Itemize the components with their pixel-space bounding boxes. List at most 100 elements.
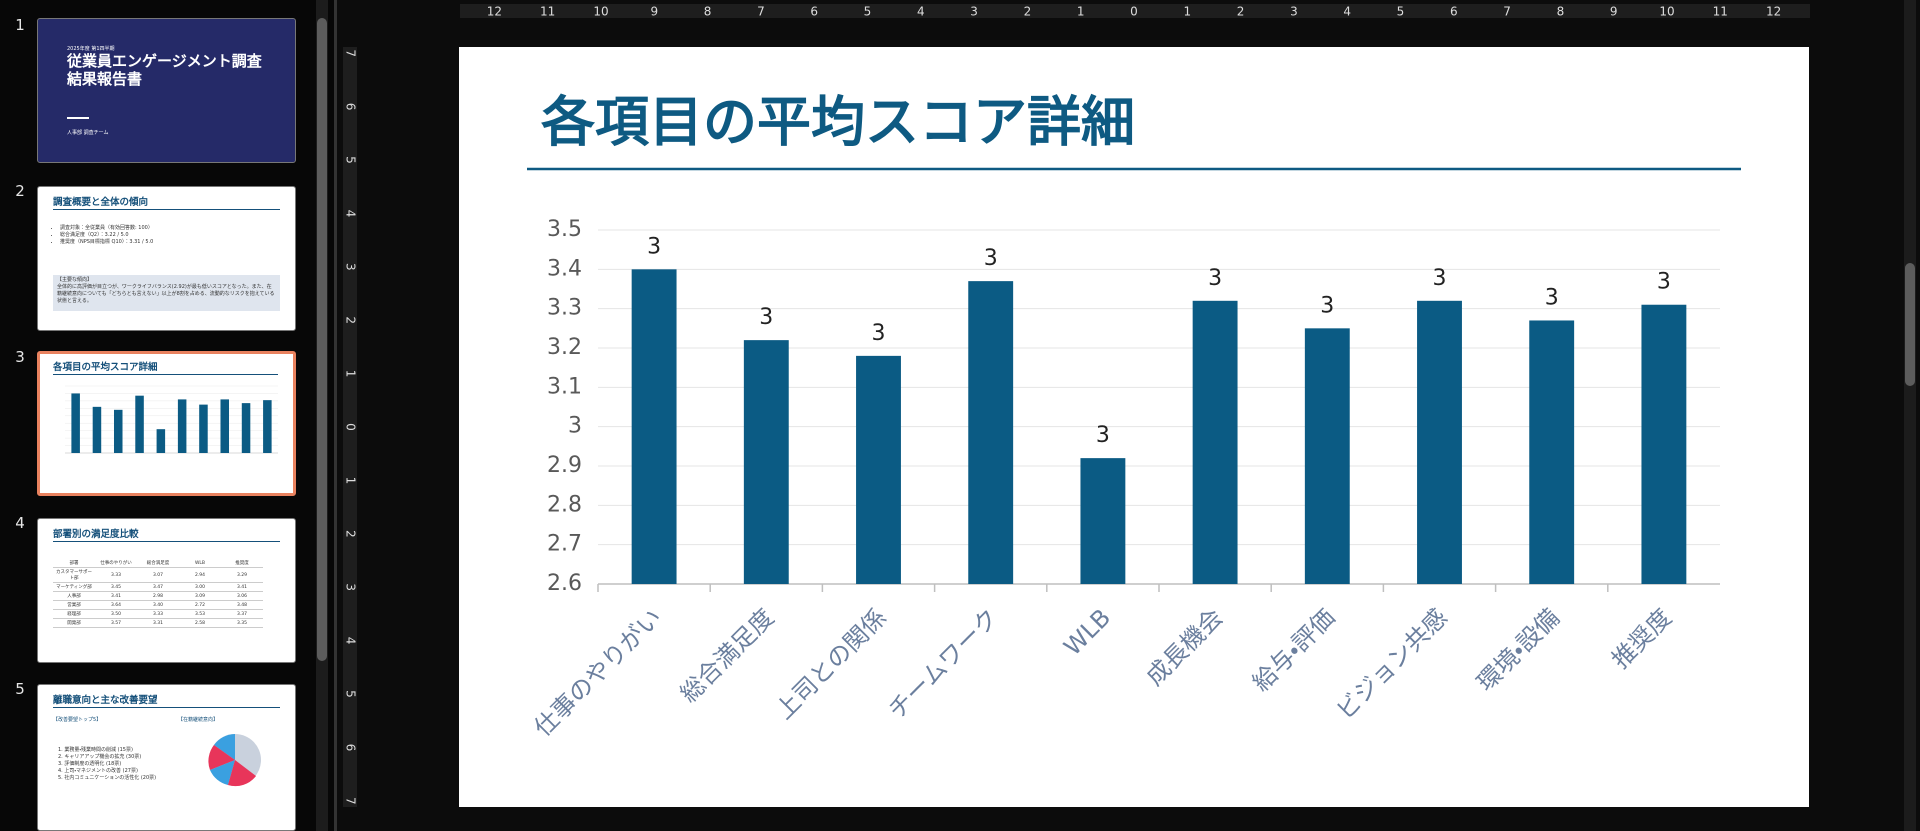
ruler-label: 1 — [344, 370, 358, 378]
ruler-label: 11 — [540, 5, 555, 19]
ruler-label: 4 — [344, 637, 358, 645]
table-cell: 2.58 — [179, 618, 221, 628]
ruler-label: 7 — [1503, 5, 1511, 19]
bar — [241, 403, 251, 453]
bullet: 推奨度（NPS目標指標 Q10）：3.31 / 5.0 — [60, 239, 153, 246]
table-cell: 3.35 — [221, 618, 263, 628]
slide-thumbnail[interactable]: 調査概要と全体の傾向 調査対象：全従業員（有効回答数: 100） 総合満足度（Q… — [37, 186, 296, 331]
ruler-label: 3 — [1290, 5, 1298, 19]
table-cell: 3.40 — [137, 600, 179, 610]
slide-number: 1 — [15, 16, 25, 34]
author: 人事部 調査チーム — [67, 130, 109, 136]
table-cell: 仕事のやりがい — [95, 559, 137, 568]
table-cell: 3.47 — [137, 582, 179, 592]
ruler-label: 5 — [864, 5, 872, 19]
slide-thumbnail[interactable]: 各項目の平均スコア詳細 — [37, 351, 296, 496]
panel-scroll-thumb[interactable] — [317, 18, 327, 661]
ruler-label: 3 — [344, 263, 358, 271]
panel-divider — [334, 0, 337, 831]
ruler-label: 7 — [344, 797, 358, 805]
title: 各項目の平均スコア詳細 — [53, 362, 158, 373]
y-tick-label: 3.2 — [547, 335, 582, 360]
table-row: 部署 仕事のやりがい 総合満足度 WLB 推奨度 — [53, 559, 263, 568]
bar — [156, 429, 166, 453]
table-cell: 3.31 — [137, 618, 179, 628]
heading: 【改善要望トップ5】 — [53, 717, 102, 723]
table-cell: 3.00 — [179, 582, 221, 592]
ruler-label: 4 — [1343, 5, 1351, 19]
bar — [220, 399, 230, 453]
ruler-label: 2 — [344, 316, 358, 324]
main-scroll-thumb[interactable] — [1905, 263, 1915, 386]
slide-number: 2 — [15, 182, 25, 200]
y-tick-label: 3.4 — [547, 256, 582, 281]
table-row: カスタマーサポート部 3.33 3.07 2.94 3.29 — [53, 567, 263, 583]
bar — [1641, 304, 1687, 584]
ruler-label: 2 — [1024, 5, 1032, 19]
table-cell: 3.33 — [95, 567, 137, 583]
table-row: 開発部 3.57 3.31 2.58 3.35 — [53, 618, 263, 628]
table-cell: WLB — [179, 559, 221, 568]
ruler-label: 3 — [344, 583, 358, 591]
heading: 【在籍継続意向】 — [178, 717, 219, 723]
table-cell: 開発部 — [53, 618, 95, 628]
bar — [71, 393, 80, 453]
bar — [135, 395, 144, 453]
table-cell: 3.45 — [95, 582, 137, 592]
ruler-label: 1 — [1077, 5, 1085, 19]
table-cell: マーケティング部 — [53, 582, 95, 592]
ruler-label: 2 — [344, 530, 358, 538]
ruler-label: 11 — [1713, 5, 1728, 19]
slide-thumbnail[interactable]: 2025年度 第1四半期 従業員エンゲージメント調査 結果報告書 人事部 調査チ… — [37, 18, 296, 163]
pie-slice — [228, 760, 256, 787]
bar — [631, 269, 677, 584]
table-cell: 推奨度 — [221, 559, 263, 568]
bar — [1080, 458, 1126, 584]
title: 調査概要と全体の傾向 — [53, 197, 149, 208]
y-tick-label: 3.1 — [547, 374, 582, 399]
table-row: 人事部 3.41 2.98 3.09 3.06 — [53, 591, 263, 601]
table-cell: 部署 — [53, 559, 95, 568]
bar — [743, 340, 789, 584]
box-heading: 【主要な傾向】 — [57, 277, 93, 283]
pie-slice — [210, 760, 235, 785]
title-rule — [53, 209, 280, 210]
bar — [263, 400, 272, 453]
slide-number: 3 — [15, 348, 25, 366]
main-scrollbar[interactable] — [1904, 0, 1916, 831]
data-label: 3 — [759, 305, 773, 330]
table-cell: 3.37 — [221, 609, 263, 619]
table-cell: 人事部 — [53, 591, 95, 601]
bar — [199, 404, 208, 453]
title-line: 結果報告書 — [67, 70, 143, 88]
table-cell: 3.57 — [95, 618, 137, 628]
y-tick-label: 3 — [568, 414, 582, 439]
ruler-label: 6 — [344, 744, 358, 752]
table-cell: 2.94 — [179, 567, 221, 583]
slide-thumbnail[interactable]: 部署別の満足度比較 部署 仕事のやりがい 総合満足度 WLB 推奨度 カスタマーサポート部… — [37, 518, 296, 663]
ruler-label: 12 — [487, 5, 502, 19]
bar — [177, 399, 187, 453]
ruler-label: 10 — [593, 5, 608, 19]
table-row: 営業部 3.64 3.40 2.72 3.48 — [53, 600, 263, 610]
bar — [1192, 300, 1238, 584]
bar — [856, 355, 901, 584]
table-cell: 3.50 — [95, 609, 137, 619]
bar — [1529, 320, 1575, 584]
table-cell: 3.53 — [179, 609, 221, 619]
table-cell: 3.09 — [179, 591, 221, 601]
table: 部署 仕事のやりがい 総合満足度 WLB 推奨度 カスタマーサポート部 3.33 3.07 2.… — [53, 559, 263, 628]
divider — [67, 117, 89, 119]
bullets: 調査対象：全従業員（有効回答数: 100） 総合満足度（Q2）：3.22 / 5… — [46, 225, 153, 246]
ruler-label: 7 — [344, 49, 358, 57]
ruler-label: 3 — [970, 5, 978, 19]
ruler-label: 4 — [344, 210, 358, 218]
y-tick-label: 2.6 — [547, 571, 582, 596]
ruler-label: 9 — [650, 5, 658, 19]
bar — [1417, 300, 1462, 584]
box-text: 全体的に高評価が目立つが、ワークライフバランス(2.92)が最も低いスコアとなっ… — [57, 284, 275, 304]
pie — [208, 734, 261, 787]
ruler-label: 10 — [1659, 5, 1674, 19]
slide-thumbnail[interactable]: 離職意向と主な改善要望 【改善要望トップ5】 【在籍継続意向】 1. 業務量・残… — [37, 684, 296, 831]
